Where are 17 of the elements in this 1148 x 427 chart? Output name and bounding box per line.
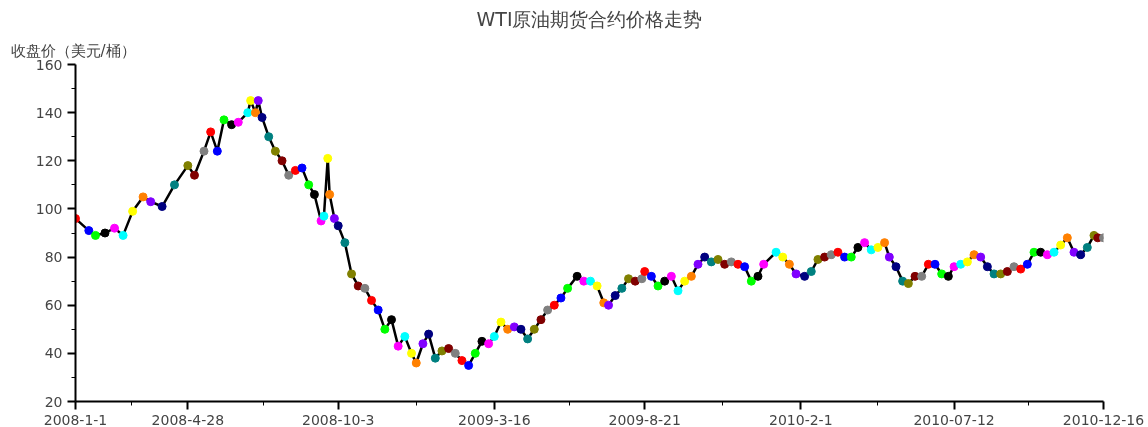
- x-tick-label: 2010-07-12: [913, 411, 995, 427]
- x-tick-label: 2010-12-16: [1062, 411, 1145, 427]
- chart-title: WTI原油期货合约价格走势: [476, 7, 703, 30]
- x-tick-label: 2008-10-3: [301, 411, 375, 427]
- y-tick-label: 120: [35, 152, 63, 169]
- y-tick-label: 100: [35, 200, 63, 217]
- y-axis-title: 收盘价（美元/桶）: [10, 41, 136, 60]
- x-tick-label: 2010-2-1: [769, 411, 833, 427]
- x-tick-label: 2009-3-16: [458, 411, 531, 427]
- y-tick-label: 40: [44, 345, 63, 362]
- x-tick-label: 2008-1-1: [43, 411, 108, 427]
- y-tick-label: 60: [44, 297, 63, 314]
- x-tick-label: 2008-4-28: [151, 411, 225, 427]
- y-tick-label: 140: [35, 104, 63, 121]
- y-tick-label: 20: [44, 393, 63, 410]
- x-tick-label: 2009-8-21: [608, 411, 681, 427]
- y-tick-label: 80: [44, 249, 63, 266]
